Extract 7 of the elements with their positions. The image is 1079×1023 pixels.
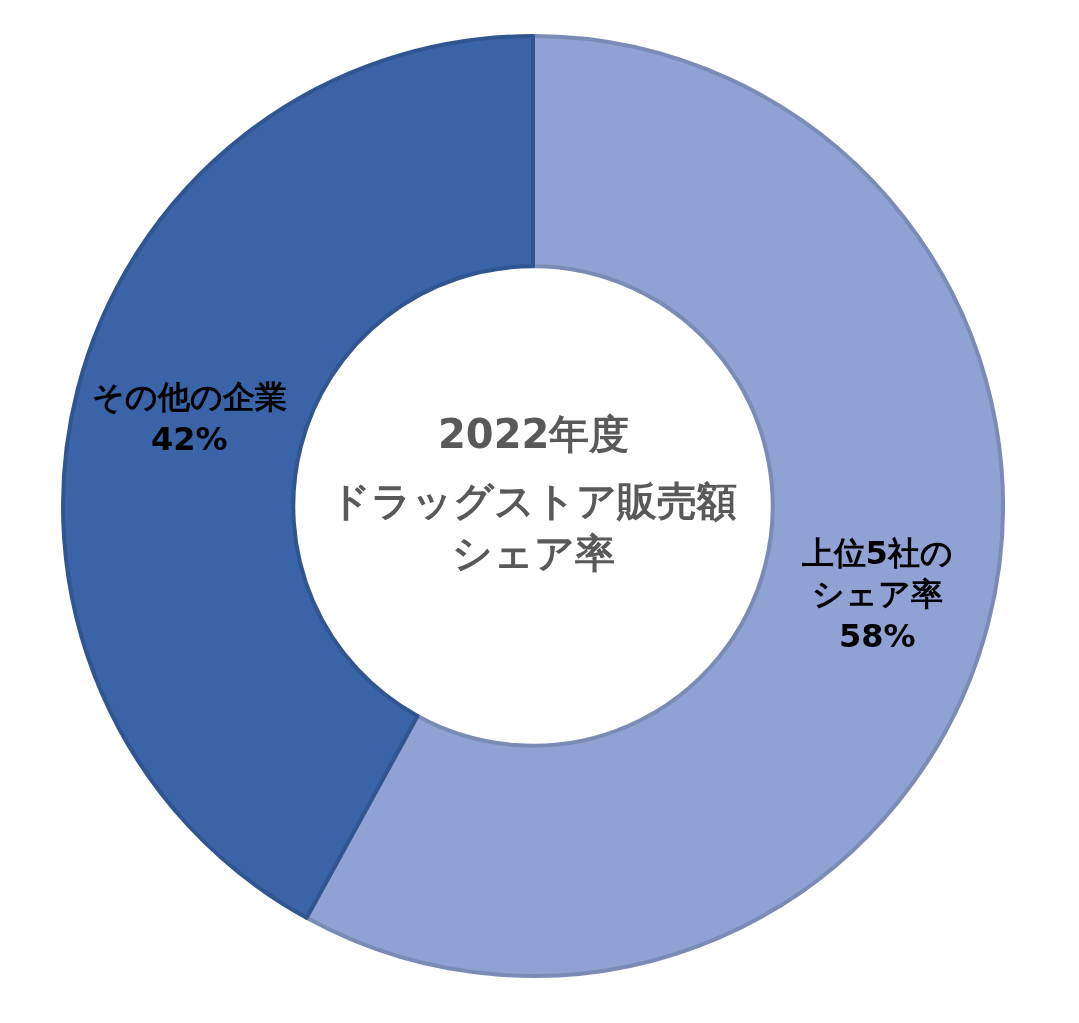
slice-label: 上位5社のシェア率 xyxy=(800,533,953,614)
text: ドラッグストア販売額シェア率 xyxy=(330,478,737,576)
slice-label: その他の企業 xyxy=(91,377,287,416)
data-label: 42% xyxy=(151,419,228,458)
data-label: 58% xyxy=(838,616,916,655)
donut-slice xyxy=(304,34,1005,978)
text: 2022年度 xyxy=(438,411,630,457)
